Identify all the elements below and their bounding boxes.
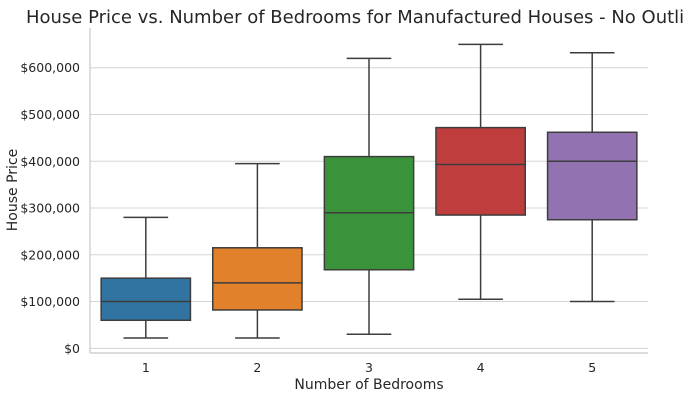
y-axis-label: House Price [5,149,21,231]
iqr-box [435,126,526,216]
x-tick-label: 1 [142,360,150,375]
y-tick-label: $100,000 [20,294,80,309]
box-2 [212,162,303,339]
x-tick-label: 4 [477,360,485,375]
y-tick-label: $600,000 [20,60,80,75]
x-tick-label: 2 [253,360,261,375]
y-tick-label: $200,000 [20,247,80,262]
y-tick-labels: $0 $100,000 $200,000 $300,000 $400,000 $500,0… [20,60,80,356]
iqr-box [546,131,638,221]
x-tick-label: 3 [365,360,373,375]
box-4 [435,43,526,300]
iqr-box [100,277,192,322]
box-3 [323,57,415,336]
axes [89,28,648,354]
box-1 [100,216,192,339]
y-tick-label: $0 [64,341,80,356]
box-5 [546,52,638,303]
iqr-box [212,247,303,311]
x-axis-label: Number of Bedrooms [294,377,443,393]
x-tick-labels: 1 2 3 4 5 [142,360,596,375]
chart-title: House Price vs. Number of Bedrooms for M… [26,7,684,28]
y-tick-label: $300,000 [20,201,80,216]
boxes [100,43,638,339]
y-tick-label: $400,000 [20,154,80,169]
y-tick-label: $500,000 [20,107,80,122]
x-tick-label: 5 [588,360,596,375]
